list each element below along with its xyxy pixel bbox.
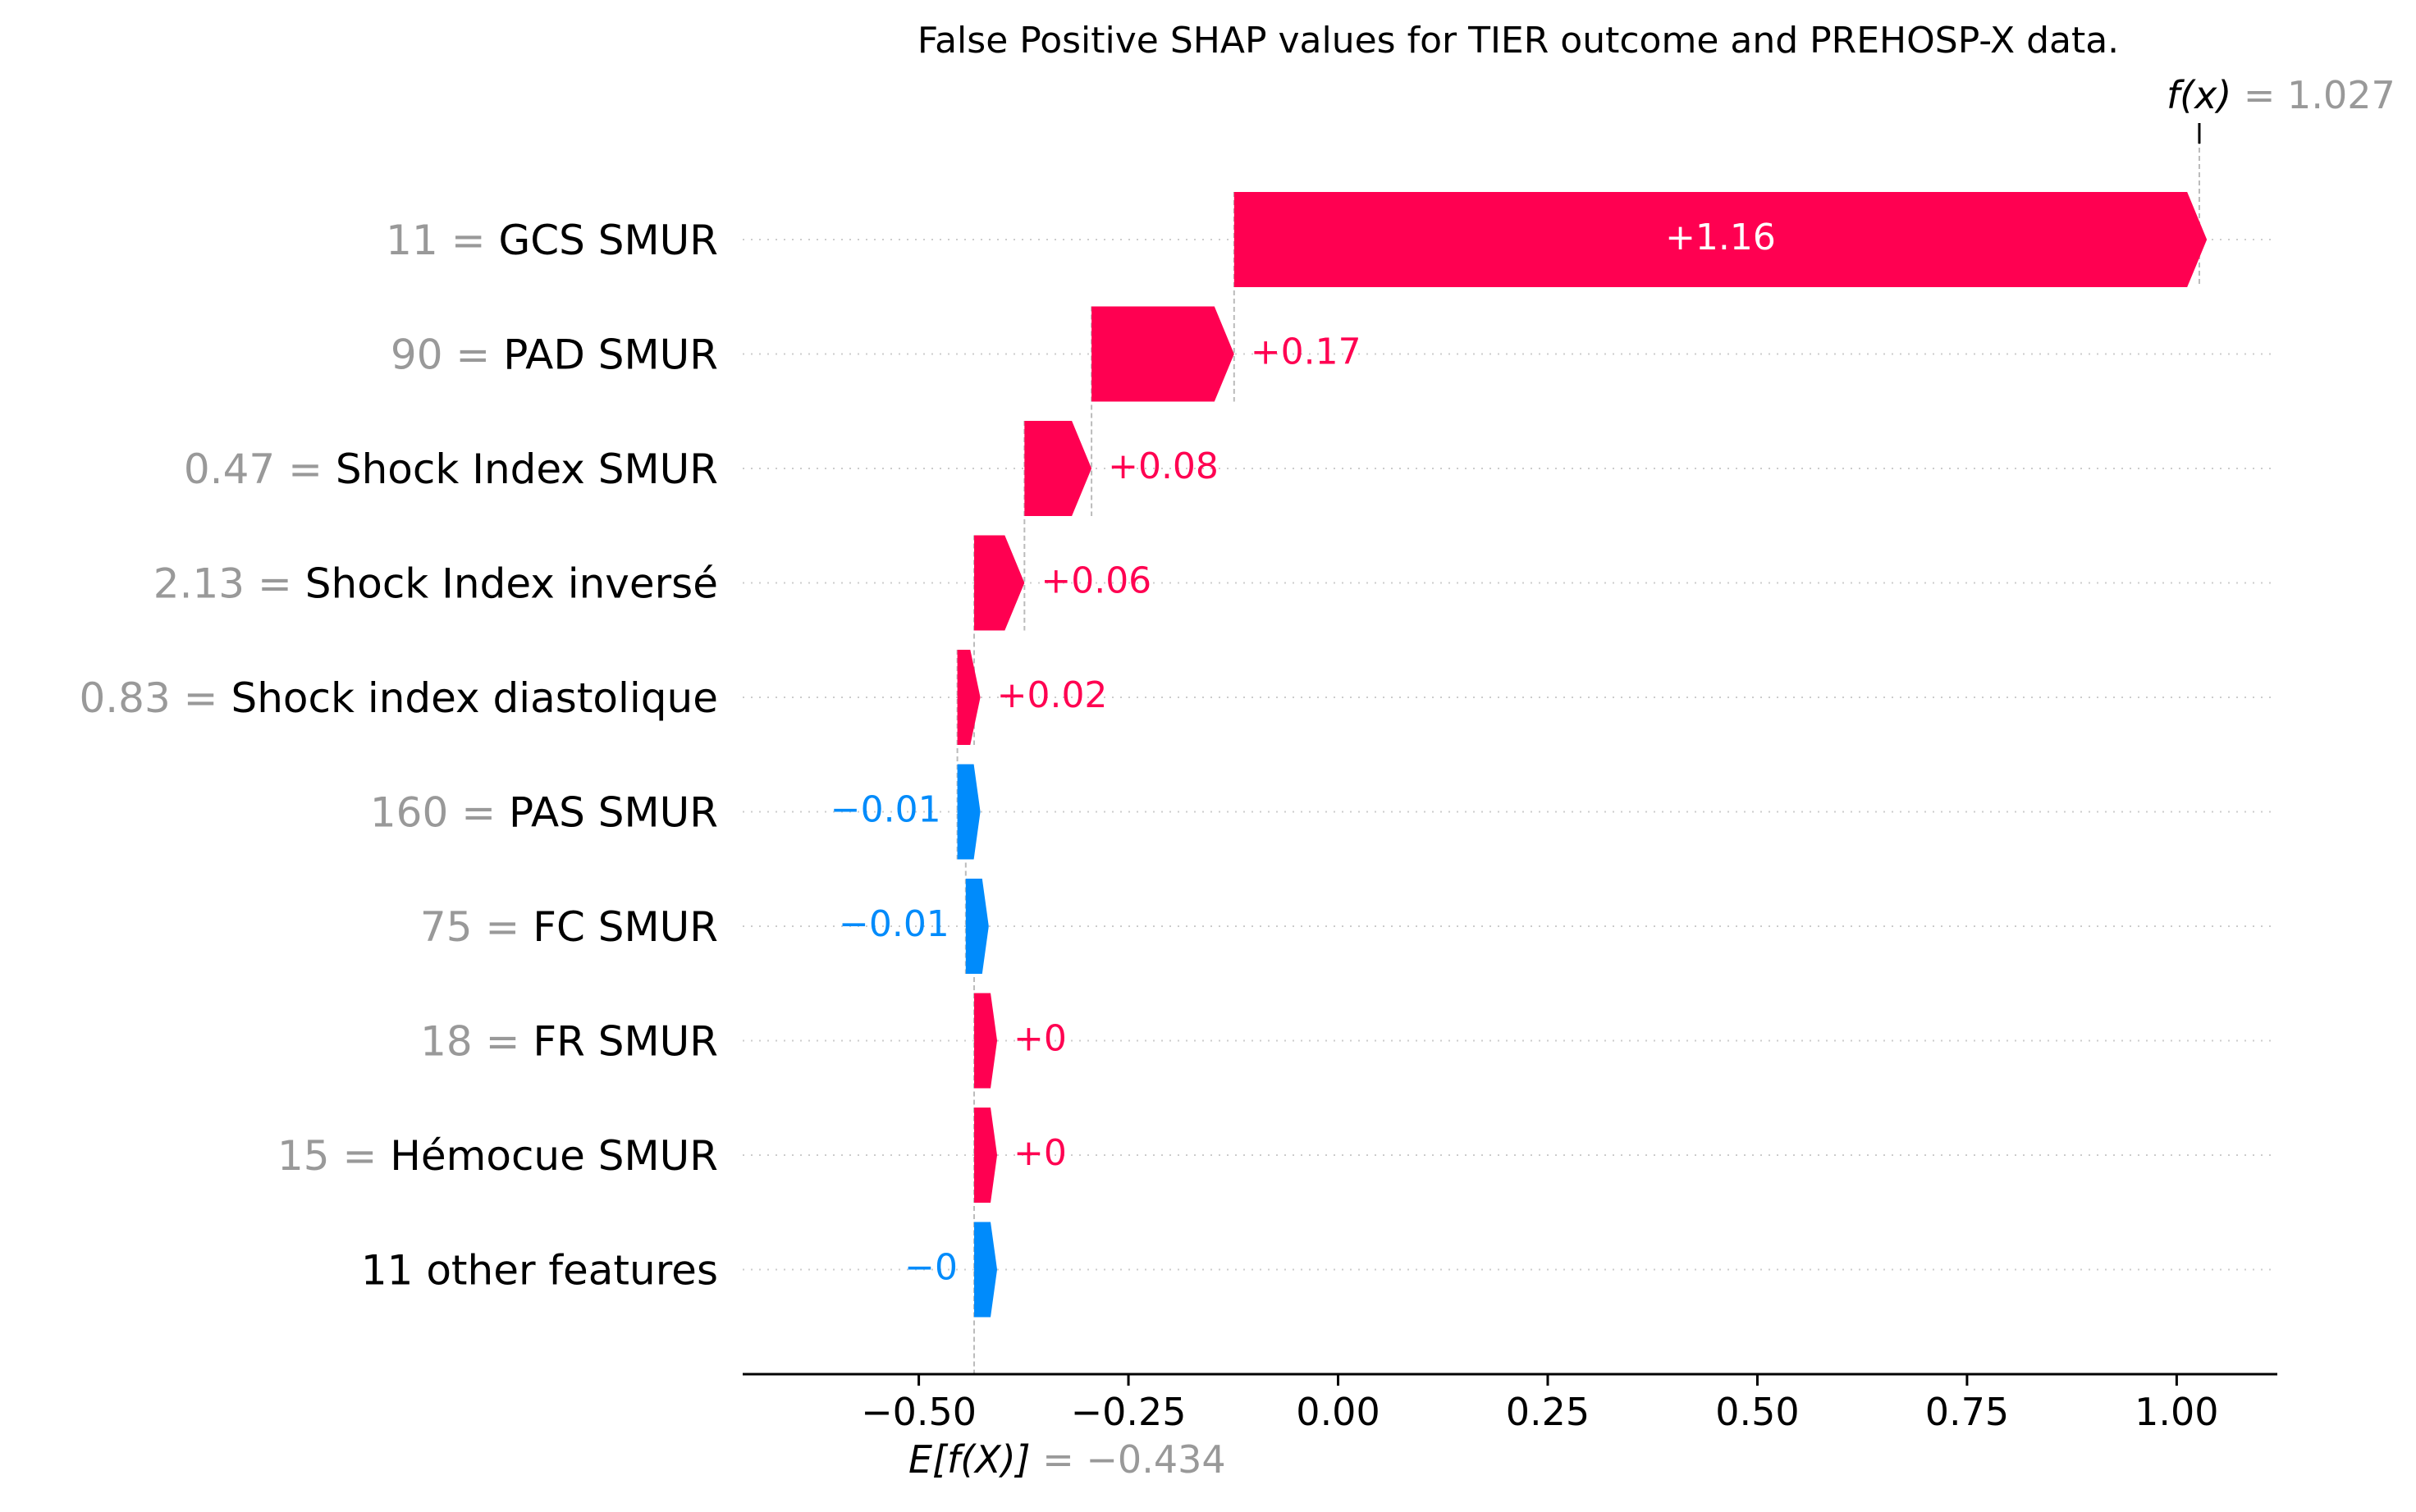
feature-name: PAS SMUR bbox=[509, 788, 718, 836]
output-value-symbol: f(x) bbox=[2167, 73, 2231, 117]
shap-value-label: −0 bbox=[904, 1247, 958, 1289]
feature-value: 15 = bbox=[277, 1132, 390, 1180]
x-tick-label: 0.50 bbox=[1715, 1390, 1799, 1434]
x-tick-label: 0.25 bbox=[1506, 1390, 1590, 1434]
feature-label: 2.13 = Shock Index inversé bbox=[153, 560, 718, 607]
shap-bar bbox=[974, 535, 1025, 631]
chart-title: False Positive SHAP values for TIER outc… bbox=[917, 20, 2119, 62]
shap-value-label: +0.17 bbox=[1251, 331, 1361, 373]
feature-label: 0.83 = Shock index diastolique bbox=[79, 674, 718, 722]
shap-value-label: −0.01 bbox=[839, 903, 949, 945]
feature-name: PAD SMUR bbox=[503, 331, 718, 378]
shap-value-label: +0.06 bbox=[1041, 560, 1151, 602]
shap-value-label: +0.02 bbox=[997, 674, 1108, 716]
feature-name: 11 other features bbox=[361, 1246, 718, 1294]
shap-bar bbox=[957, 764, 981, 860]
feature-value: 0.47 = bbox=[184, 445, 336, 493]
shap-bar bbox=[974, 993, 998, 1089]
feature-value: 90 = bbox=[391, 331, 503, 378]
output-value-label: f(x) = 1.027 bbox=[2167, 73, 2395, 117]
base-value-label: E[f(X)] = −0.434 bbox=[908, 1437, 1226, 1482]
feature-name: GCS SMUR bbox=[498, 217, 718, 264]
feature-label: 90 = PAD SMUR bbox=[391, 331, 718, 378]
shap-bar bbox=[965, 879, 989, 974]
output-value-number: = 1.027 bbox=[2231, 73, 2395, 117]
shap-bar bbox=[957, 650, 981, 745]
feature-name: Shock index diastolique bbox=[231, 674, 718, 722]
feature-name: Shock Index inversé bbox=[305, 560, 718, 607]
shap-value-label: +1.16 bbox=[1665, 217, 1776, 258]
feature-value: 18 = bbox=[420, 1017, 533, 1065]
shap-value-label: −0.01 bbox=[830, 789, 941, 831]
feature-value: 11 = bbox=[386, 217, 498, 264]
feature-label: 18 = FR SMUR bbox=[420, 1017, 718, 1065]
shap-value-label: +0.08 bbox=[1108, 445, 1219, 487]
shap-bar bbox=[974, 1108, 998, 1203]
shap-value-label: +0 bbox=[1014, 1018, 1067, 1060]
x-tick-label: 0.75 bbox=[1925, 1390, 2009, 1434]
feature-value: 0.83 = bbox=[79, 674, 231, 722]
x-tick-label: −0.25 bbox=[1071, 1390, 1187, 1434]
shap-bar bbox=[974, 1222, 998, 1318]
feature-name: FR SMUR bbox=[533, 1017, 718, 1065]
shap-bar bbox=[1091, 306, 1234, 402]
shap-value-label: +0 bbox=[1014, 1132, 1067, 1174]
labels-layer: +1.16 11 = GCS SMUR +0.17 90 = PAD SMUR +0.0… bbox=[79, 217, 1775, 1295]
base-value-number: = −0.434 bbox=[1031, 1437, 1226, 1482]
x-tick-label: −0.50 bbox=[861, 1390, 977, 1434]
grid-layer bbox=[743, 131, 2277, 1374]
feature-value: 160 = bbox=[370, 788, 509, 836]
feature-label: 160 = PAS SMUR bbox=[370, 788, 718, 836]
feature-label: 0.47 = Shock Index SMUR bbox=[184, 445, 718, 493]
feature-label: 75 = FC SMUR bbox=[420, 903, 718, 951]
x-tick-label: 1.00 bbox=[2135, 1390, 2218, 1434]
base-value-symbol: E[f(X)] bbox=[908, 1437, 1031, 1482]
x-tick-label: 0.00 bbox=[1296, 1390, 1380, 1434]
feature-name: Shock Index SMUR bbox=[336, 445, 718, 493]
shap-bar bbox=[1024, 421, 1092, 516]
feature-label: 11 = GCS SMUR bbox=[386, 217, 718, 264]
feature-name: FC SMUR bbox=[533, 903, 718, 951]
feature-value: 2.13 = bbox=[153, 560, 305, 607]
shap-bar bbox=[1233, 192, 2208, 287]
bars-layer bbox=[957, 192, 2208, 1318]
feature-value: 75 = bbox=[420, 903, 533, 951]
feature-label: 15 = Hémocue SMUR bbox=[277, 1132, 718, 1180]
x-axis: −0.50 −0.25 0.00 0.25 0.50 0.75 1.00 E[f(X)] = … bbox=[743, 73, 2395, 1482]
feature-label: 11 other features bbox=[361, 1246, 718, 1294]
feature-name: Hémocue SMUR bbox=[390, 1132, 718, 1180]
